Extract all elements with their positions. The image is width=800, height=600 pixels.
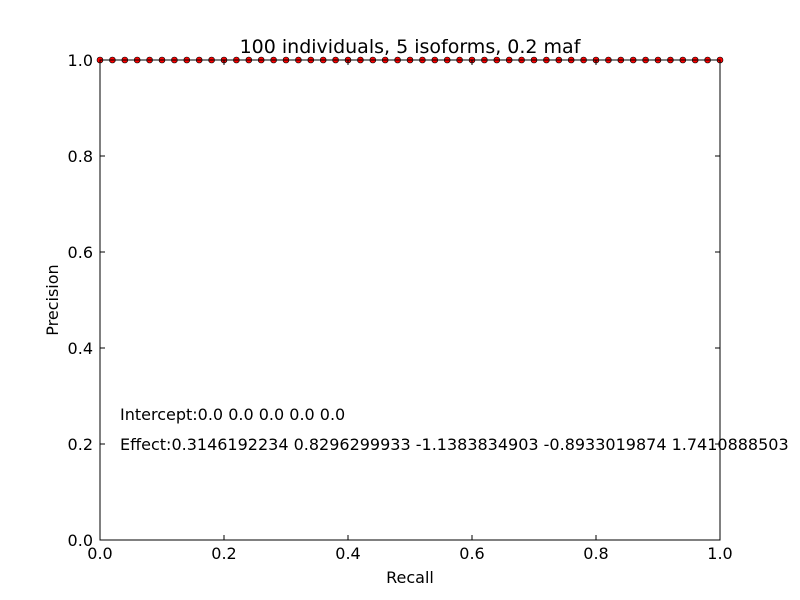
x-tick-label: 0.6 bbox=[459, 544, 484, 563]
y-tick-label: 0.6 bbox=[68, 243, 93, 262]
x-tick-label: 0.4 bbox=[335, 544, 360, 563]
y-tick-label: 0.8 bbox=[68, 147, 93, 166]
y-tick-label: 0.4 bbox=[68, 339, 93, 358]
y-axis-label: Precision bbox=[43, 264, 62, 335]
x-tick-label: 0.2 bbox=[211, 544, 236, 563]
axes-frame bbox=[99, 59, 721, 541]
y-axis-ticks: 0.0 0.2 0.4 0.6 0.8 1.0 bbox=[68, 51, 720, 550]
effect-annotation: Effect:0.3146192234 0.8296299933 -1.1383… bbox=[120, 435, 789, 454]
chart-title: 100 individuals, 5 isoforms, 0.2 maf bbox=[240, 36, 582, 58]
intercept-annotation: Intercept:0.0 0.0 0.0 0.0 0.0 bbox=[120, 405, 345, 424]
y-tick-label: 0.0 bbox=[68, 531, 93, 550]
x-tick-label: 1.0 bbox=[707, 544, 732, 563]
x-axis-ticks: 0.0 0.2 0.4 0.6 0.8 1.0 bbox=[87, 60, 733, 563]
y-tick-label: 0.2 bbox=[68, 435, 93, 454]
x-axis-label: Recall bbox=[386, 568, 434, 587]
x-tick-label: 0.0 bbox=[87, 544, 112, 563]
y-tick-label: 1.0 bbox=[68, 51, 93, 70]
x-tick-label: 0.8 bbox=[583, 544, 608, 563]
